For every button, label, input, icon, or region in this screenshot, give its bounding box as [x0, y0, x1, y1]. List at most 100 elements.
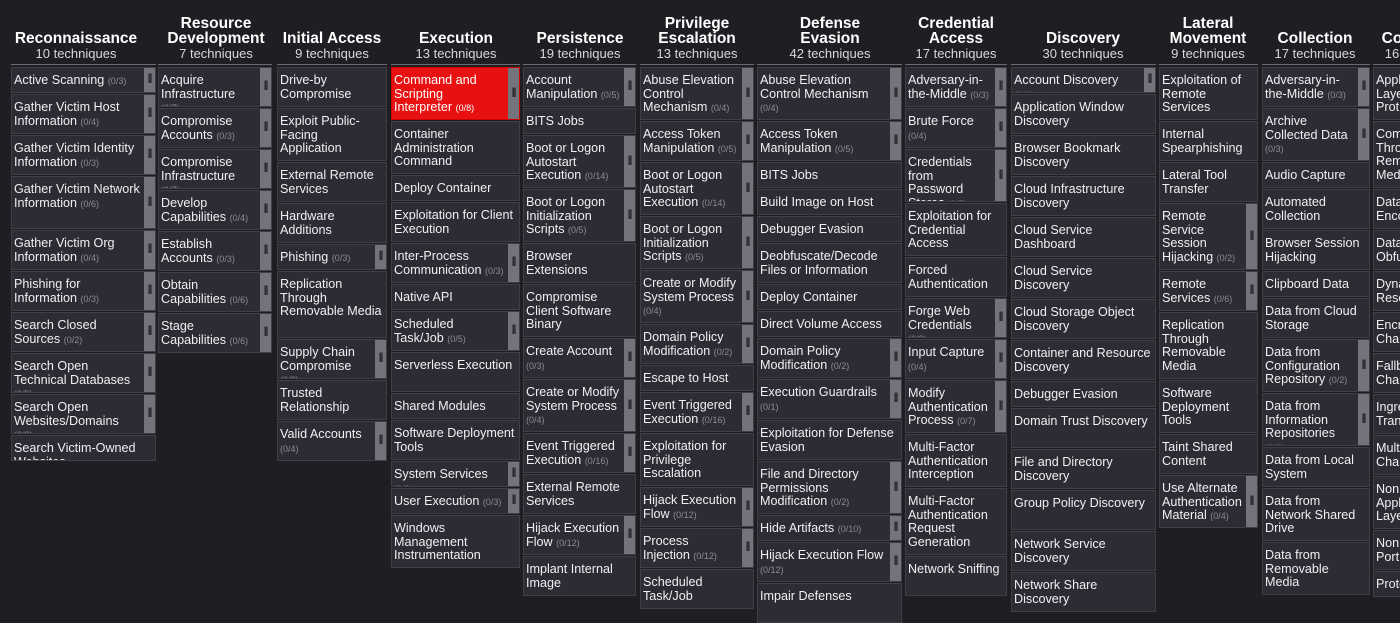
technique-cell[interactable]: Serverless Execution — [391, 352, 520, 392]
technique-cell[interactable]: Domain Trust Discovery — [1011, 408, 1156, 448]
tactic-header[interactable]: Collection 17 techniques — [1240, 0, 1390, 64]
technique-cell[interactable]: Domain Policy Modification (0/2) || — [757, 338, 902, 378]
technique-cell[interactable]: Create Account (0/3) || — [523, 338, 636, 378]
expand-subtechniques-toggle[interactable]: || — [624, 434, 635, 472]
technique-cell[interactable]: Drive-by Compromise — [277, 67, 387, 107]
technique-cell[interactable]: Exploitation for Defense Evasion — [757, 420, 902, 460]
expand-subtechniques-toggle[interactable]: || — [890, 339, 901, 377]
expand-subtechniques-toggle[interactable]: || — [508, 244, 519, 282]
technique-cell[interactable]: Exploitation of Remote Services — [1159, 67, 1258, 120]
technique-cell[interactable]: Cloud Infrastructure Discovery — [1011, 176, 1156, 216]
expand-subtechniques-toggle[interactable]: || — [260, 314, 271, 352]
technique-cell[interactable]: Debugger Evasion — [1011, 381, 1156, 407]
technique-cell[interactable]: Boot or Logon Initialization Scripts (0/… — [523, 189, 636, 242]
technique-cell[interactable]: Forced Authentication — [905, 257, 1007, 297]
expand-subtechniques-toggle[interactable]: || — [995, 68, 1006, 106]
technique-cell[interactable]: Non Appl Laye — [1373, 476, 1400, 529]
technique-cell[interactable]: Process Injection (0/12) || — [640, 528, 754, 568]
technique-cell[interactable]: Appl Laye Prot — [1373, 67, 1400, 120]
technique-cell[interactable]: Search Open Websites/Domains (0/3) || — [11, 394, 156, 434]
expand-subtechniques-toggle[interactable]: || — [890, 380, 901, 418]
expand-subtechniques-toggle[interactable]: || — [1358, 68, 1369, 106]
technique-cell[interactable]: Remote Service Session Hijacking (0/2) || — [1159, 203, 1258, 270]
technique-cell[interactable]: Remote Services (0/6) || — [1159, 271, 1258, 311]
technique-cell[interactable]: Multi-Factor Authentication Interception — [905, 434, 1007, 487]
technique-cell[interactable]: Exploit Public-Facing Application — [277, 108, 387, 161]
technique-cell[interactable]: Access Token Manipulation (0/5) || — [757, 121, 902, 161]
expand-subtechniques-toggle[interactable]: || — [508, 462, 519, 486]
technique-cell[interactable]: Hijack Execution Flow (0/12) || — [523, 515, 636, 555]
technique-cell[interactable]: Compromise Infrastructure (0/7) || — [158, 149, 272, 189]
expand-subtechniques-toggle[interactable]: || — [995, 381, 1006, 432]
expand-subtechniques-toggle[interactable]: || — [742, 325, 753, 363]
technique-cell[interactable]: Trusted Relationship — [277, 380, 387, 420]
expand-subtechniques-toggle[interactable]: || — [1246, 476, 1257, 527]
technique-cell[interactable]: Data from Cloud Storage — [1262, 298, 1370, 338]
expand-subtechniques-toggle[interactable]: || — [144, 177, 155, 228]
technique-cell[interactable]: Data from Information Repositories (0/3)… — [1262, 393, 1370, 446]
technique-cell[interactable]: Impair Defenses — [757, 583, 902, 623]
technique-cell[interactable]: Cloud Service Discovery — [1011, 258, 1156, 298]
technique-cell[interactable]: System Services (0/2) || — [391, 461, 520, 487]
expand-subtechniques-toggle[interactable]: || — [890, 516, 901, 540]
technique-cell[interactable]: Clipboard Data — [1262, 271, 1370, 297]
technique-cell[interactable]: Boot or Logon Autostart Execution (0/14)… — [523, 135, 636, 188]
technique-cell[interactable]: Compromise Accounts (0/3) || — [158, 108, 272, 148]
technique-cell[interactable]: Command and Scripting Interpreter (0/8) |… — [391, 67, 520, 120]
expand-subtechniques-toggle[interactable]: || — [144, 95, 155, 133]
technique-cell[interactable]: Data from Network Shared Drive — [1262, 488, 1370, 541]
expand-subtechniques-toggle[interactable]: || — [624, 380, 635, 431]
expand-subtechniques-toggle[interactable]: || — [1246, 204, 1257, 269]
technique-cell[interactable]: Taint Shared Content — [1159, 434, 1258, 474]
expand-subtechniques-toggle[interactable]: || — [742, 217, 753, 268]
technique-cell[interactable]: Dyna Reso — [1373, 271, 1400, 311]
technique-cell[interactable]: Modify Authentication Process (0/7) || — [905, 380, 1007, 433]
technique-cell[interactable]: Container and Resource Discovery — [1011, 340, 1156, 380]
expand-subtechniques-toggle[interactable]: || — [260, 109, 271, 147]
technique-cell[interactable]: Gather Victim Identity Information (0/3)… — [11, 135, 156, 175]
expand-subtechniques-toggle[interactable]: || — [144, 136, 155, 174]
expand-subtechniques-toggle[interactable]: || — [144, 313, 155, 351]
technique-cell[interactable]: Lateral Tool Transfer — [1159, 162, 1258, 202]
expand-subtechniques-toggle[interactable]: || — [624, 339, 635, 377]
technique-cell[interactable]: Direct Volume Access — [757, 311, 902, 337]
technique-cell[interactable]: Encr Chan — [1373, 312, 1400, 352]
technique-cell[interactable]: Cloud Service Dashboard — [1011, 217, 1156, 257]
technique-cell[interactable]: Gather Victim Host Information (0/4) || — [11, 94, 156, 134]
expand-subtechniques-toggle[interactable]: || — [890, 462, 901, 513]
expand-subtechniques-toggle[interactable]: || — [890, 543, 901, 581]
tactic-header[interactable]: Reconnaissance 10 techniques — [1, 0, 151, 64]
technique-cell[interactable]: Browser Extensions — [523, 243, 636, 283]
technique-cell[interactable]: Create or Modify System Process (0/4) || — [640, 270, 754, 323]
technique-cell[interactable]: Hardware Additions — [277, 203, 387, 243]
technique-cell[interactable]: Inter-Process Communication (0/3) || — [391, 243, 520, 283]
technique-cell[interactable]: Develop Capabilities (0/4) || — [158, 190, 272, 230]
tactic-header[interactable]: Co 16 — [1317, 0, 1400, 64]
technique-cell[interactable]: Network Service Discovery — [1011, 531, 1156, 571]
technique-cell[interactable]: Software Deployment Tools — [391, 420, 520, 460]
technique-cell[interactable]: Exploitation for Credential Access — [905, 203, 1007, 256]
technique-cell[interactable]: Forge Web Credentials (0/2) || — [905, 298, 1007, 338]
technique-cell[interactable]: Search Open Technical Databases (0/5) || — [11, 353, 156, 393]
technique-cell[interactable]: Compromise Client Software Binary — [523, 284, 636, 337]
technique-cell[interactable]: Automated Collection — [1262, 189, 1370, 229]
technique-cell[interactable]: File and Directory Permissions Modificat… — [757, 461, 902, 514]
technique-cell[interactable]: Gather Victim Org Information (0/4) || — [11, 230, 156, 270]
technique-cell[interactable]: Event Triggered Execution (0/16) || — [640, 392, 754, 432]
tactic-header[interactable]: Initial Access 9 techniques — [257, 0, 407, 64]
technique-cell[interactable]: Multi-Factor Authentication Request Gene… — [905, 488, 1007, 555]
tactic-header[interactable]: Defense Evasion 42 techniques — [755, 0, 905, 64]
technique-cell[interactable]: Supply Chain Compromise (0/3) || — [277, 339, 387, 379]
technique-cell[interactable]: Boot or Logon Initialization Scripts (0/… — [640, 216, 754, 269]
technique-cell[interactable]: Account Manipulation (0/5) || — [523, 67, 636, 107]
technique-cell[interactable]: Replication Through Removable Media — [1159, 312, 1258, 379]
expand-subtechniques-toggle[interactable]: || — [624, 68, 635, 106]
technique-cell[interactable]: Data Obfu — [1373, 230, 1400, 270]
expand-subtechniques-toggle[interactable]: || — [144, 231, 155, 269]
expand-subtechniques-toggle[interactable]: || — [144, 68, 155, 92]
expand-subtechniques-toggle[interactable]: || — [1358, 109, 1369, 160]
technique-cell[interactable]: Audio Capture — [1262, 162, 1370, 188]
expand-subtechniques-toggle[interactable]: || — [260, 232, 271, 270]
technique-cell[interactable]: Native API — [391, 284, 520, 310]
technique-cell[interactable]: Application Window Discovery — [1011, 94, 1156, 134]
